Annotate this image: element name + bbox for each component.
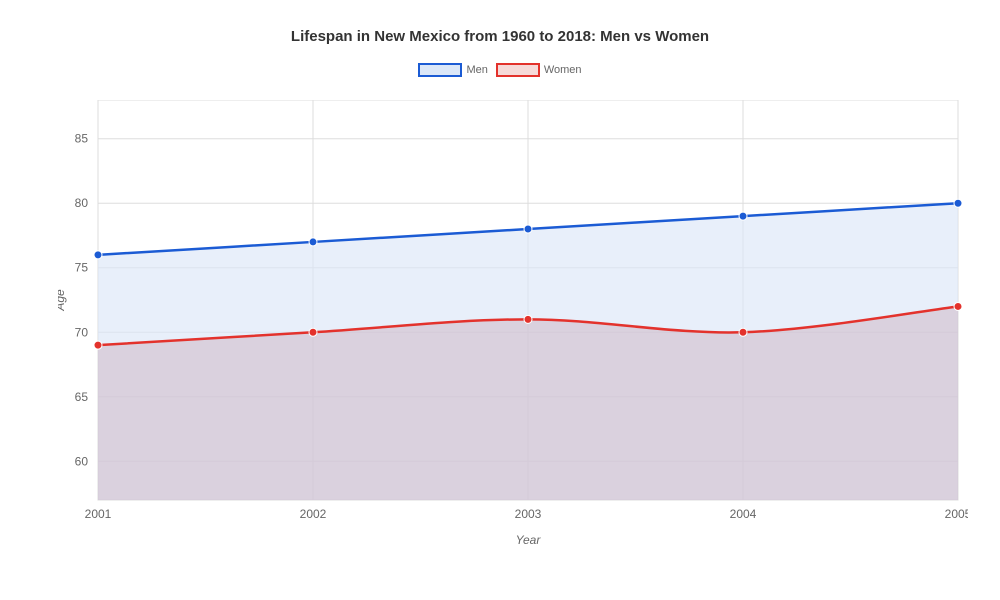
point-men[interactable]: [309, 238, 317, 246]
chart-svg: 2001 2002 2003 2004 2005 60 65 70 75 80 85 Age Year: [58, 100, 968, 570]
x-tick-label: 2003: [515, 507, 542, 521]
legend: Men Women: [0, 63, 1000, 77]
y-tick-label: 80: [75, 196, 89, 210]
point-men[interactable]: [739, 212, 747, 220]
y-axis-label: Age: [58, 289, 67, 312]
point-women[interactable]: [524, 315, 532, 323]
legend-swatch-men: [418, 63, 462, 77]
y-tick-label: 85: [75, 132, 89, 146]
plot-area: 20012002200320042005606570758085AgeYear: [58, 100, 968, 530]
legend-label-men: Men: [466, 64, 487, 76]
x-tick-label: 2005: [945, 507, 968, 521]
point-men[interactable]: [524, 225, 532, 233]
y-tick-label: 75: [75, 261, 89, 275]
point-women[interactable]: [954, 302, 962, 310]
x-axis-label: Year: [516, 533, 542, 547]
legend-item-women[interactable]: Women: [496, 63, 582, 77]
point-men[interactable]: [94, 251, 102, 259]
y-tick-label: 70: [75, 325, 89, 339]
legend-item-men[interactable]: Men: [418, 63, 487, 77]
x-tick-label: 2004: [730, 507, 757, 521]
chart-title: Lifespan in New Mexico from 1960 to 2018…: [0, 0, 1000, 45]
x-tick-label: 2001: [85, 507, 112, 521]
legend-label-women: Women: [544, 64, 582, 76]
y-tick-label: 65: [75, 390, 89, 404]
legend-swatch-women: [496, 63, 540, 77]
point-women[interactable]: [739, 328, 747, 336]
point-women[interactable]: [94, 341, 102, 349]
point-women[interactable]: [309, 328, 317, 336]
x-tick-label: 2002: [300, 507, 327, 521]
y-tick-label: 60: [75, 454, 89, 468]
point-men[interactable]: [954, 199, 962, 207]
